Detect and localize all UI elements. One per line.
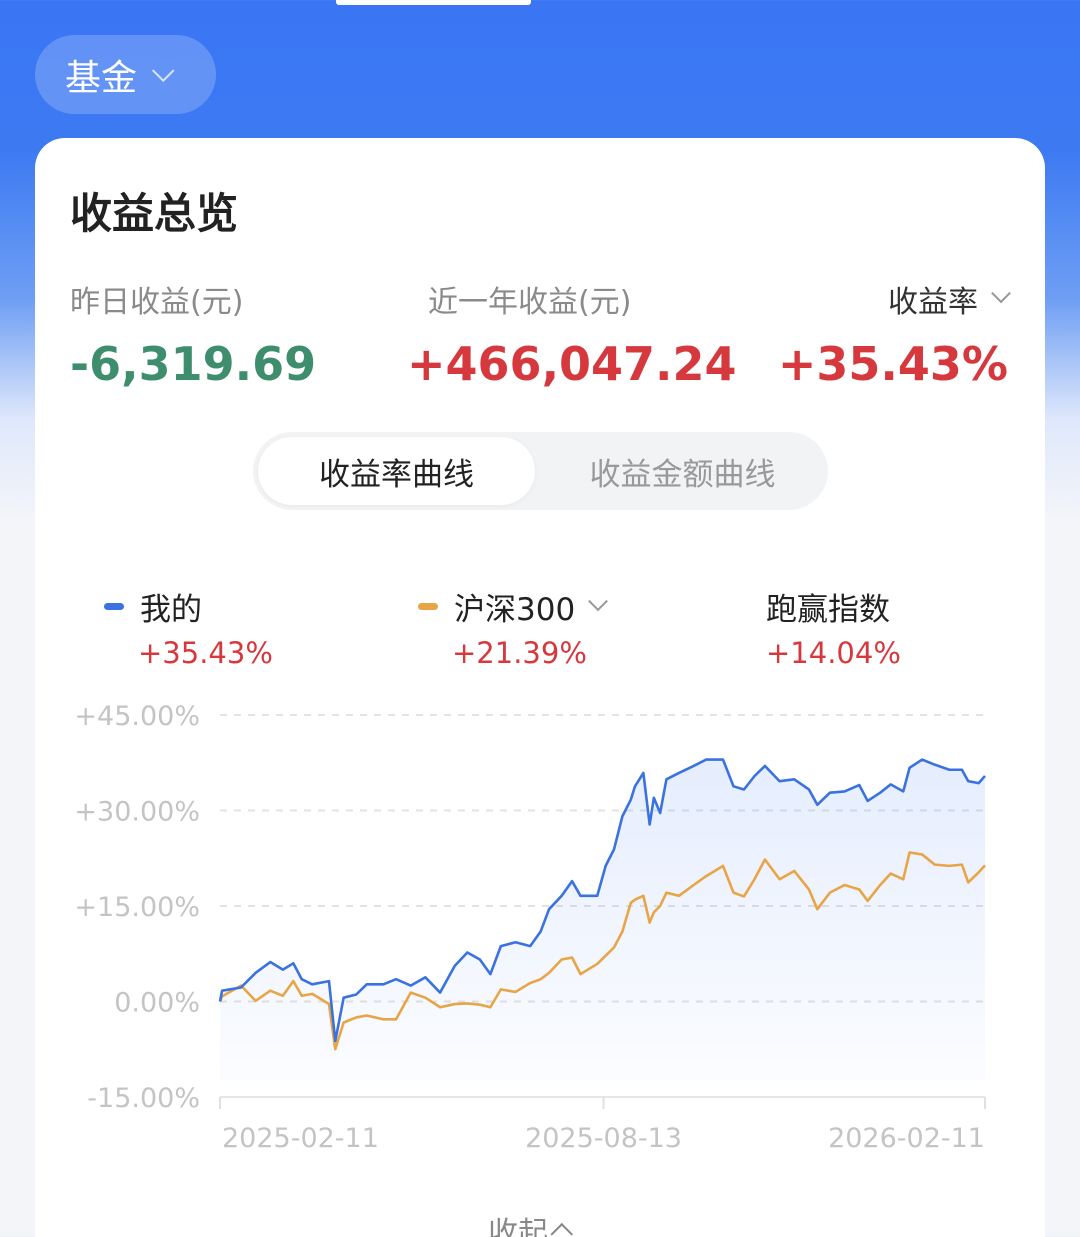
legend-label: 沪深300 (454, 592, 576, 628)
tab-rate-curve[interactable]: 收益率曲线 (258, 437, 535, 505)
card-title: 收益总览 (70, 189, 239, 238)
legend-marker-blue (104, 603, 124, 610)
yesterday-profit-label: 昨日收益(元) (70, 285, 244, 320)
legend-marker-orange (418, 603, 438, 610)
legend-index-selector[interactable]: 沪深300 (418, 584, 609, 629)
yesterday-profit-value: -6,319.69 (70, 337, 317, 391)
legend-label: 我的 (140, 592, 202, 628)
tab-amount-curve[interactable]: 收益金额曲线 (589, 456, 776, 493)
chevron-down-icon (991, 283, 1011, 304)
year-profit-label: 近一年收益(元) (428, 285, 632, 320)
collapse-label: 收起 (488, 1216, 548, 1237)
asset-type-label: 基金 (65, 57, 138, 99)
collapse-button[interactable]: 收起 (488, 1208, 574, 1237)
legend-mine: 我的 (104, 584, 202, 629)
year-profit-value: +466,047.24 (407, 337, 737, 391)
home-indicator (336, 0, 531, 5)
legend-value-mine: +35.43% (138, 636, 273, 670)
rate-selector-label: 收益率 (888, 285, 978, 320)
legend-value-index: +21.39% (452, 636, 587, 670)
chevron-down-icon (588, 590, 609, 611)
legend-label: 跑赢指数 (766, 592, 890, 628)
asset-type-dropdown[interactable]: 基金 (35, 35, 216, 114)
chevron-up-icon (550, 1222, 574, 1237)
rate-value: +35.43% (777, 337, 1008, 391)
legend-value-outperform: +14.04% (766, 636, 901, 670)
legend-outperform: 跑赢指数 (766, 584, 890, 629)
chevron-down-icon (151, 58, 175, 82)
rate-selector[interactable]: 收益率 (888, 277, 1011, 321)
